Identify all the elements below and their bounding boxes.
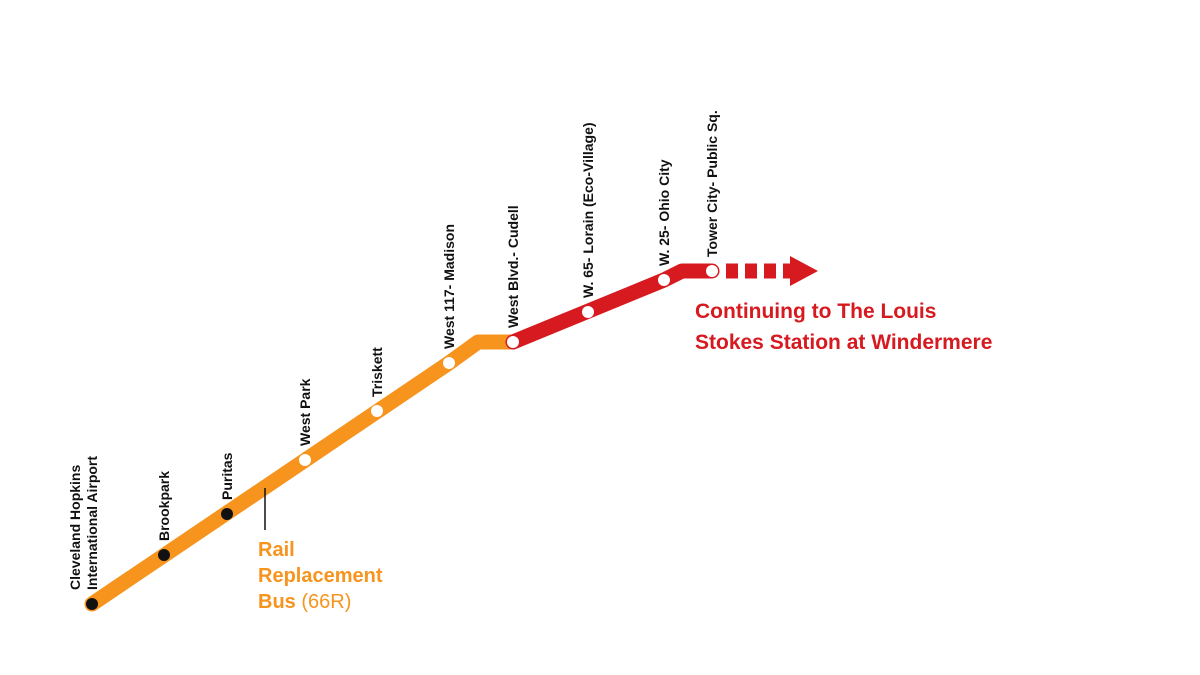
station-dot	[221, 508, 233, 520]
station-label: International Airport	[84, 456, 100, 590]
bus-note-bus: Bus	[258, 591, 296, 613]
bus-note-route-code: (66R)	[301, 591, 352, 613]
bus-note-line3: Bus (66R)	[258, 589, 383, 615]
orange-line-segment	[84, 334, 521, 612]
station-label: West Blvd.- Cudell	[505, 205, 521, 328]
stations-layer: Cleveland Hopkins International Airport Br…	[67, 110, 720, 610]
station-label: Puritas	[219, 452, 235, 500]
red-line-segment	[505, 263, 720, 350]
station-label: W. 25- Ohio City	[656, 159, 672, 266]
rail-replacement-bus-note: Rail Replacement Bus (66R)	[258, 537, 383, 615]
station-label: Cleveland Hopkins	[67, 465, 83, 590]
station-label: West 117- Madison	[441, 224, 457, 349]
station-dot	[299, 454, 311, 466]
station-dot	[507, 336, 519, 348]
station-dot	[158, 549, 170, 561]
station-dot	[582, 306, 594, 318]
continuing-note: Continuing to The Louis Stokes Station a…	[695, 296, 992, 358]
station-dot	[443, 357, 455, 369]
station-label: Tower City- Public Sq.	[704, 110, 720, 257]
station-label: West Park	[297, 378, 313, 446]
station-label: Triskett	[369, 347, 385, 397]
continuing-note-line2: Stokes Station at Windermere	[695, 331, 993, 354]
station-label: Brookpark	[156, 471, 172, 541]
arrow-right-icon	[790, 256, 818, 286]
bus-note-line1: Rail	[258, 539, 295, 561]
station-dot	[86, 598, 98, 610]
station-dot	[371, 405, 383, 417]
station-dot	[658, 274, 670, 286]
station-label: W. 65- Lorain (Eco-Village)	[580, 122, 596, 298]
station-dot	[706, 265, 718, 277]
continuing-note-line1: Continuing to The Louis	[695, 300, 937, 323]
bus-note-line2: Replacement	[258, 565, 383, 587]
